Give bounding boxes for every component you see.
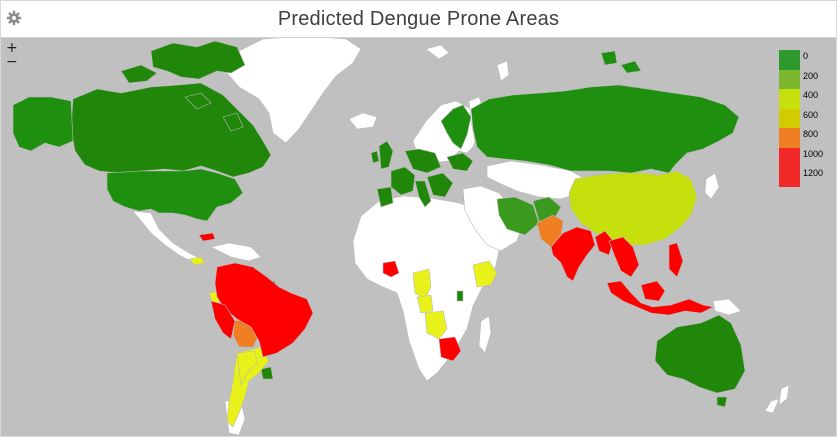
region-australia xyxy=(654,314,746,394)
zoom-in-button[interactable]: + xyxy=(6,40,18,56)
region-west-africa-red xyxy=(382,260,400,278)
map-canvas[interactable] xyxy=(1,38,836,436)
region-novaya-zemlya xyxy=(496,60,510,82)
region-honduras xyxy=(188,256,206,266)
region-bangladesh-myanmar xyxy=(594,230,614,256)
region-uk xyxy=(378,140,394,170)
legend-item: 1200 xyxy=(779,167,833,187)
region-south-america-north xyxy=(214,262,314,358)
region-new-zealand xyxy=(764,384,790,414)
region-italy xyxy=(414,180,432,208)
region-iberia-west xyxy=(376,186,394,208)
legend-swatch xyxy=(779,69,800,89)
region-peru xyxy=(210,300,236,340)
legend-label: 200 xyxy=(803,70,819,81)
region-russia xyxy=(470,84,740,174)
region-congo-yellow xyxy=(416,294,434,314)
region-middle-east xyxy=(462,185,524,252)
region-canada-islands xyxy=(120,64,244,132)
region-angola xyxy=(424,310,448,340)
region-borneo xyxy=(640,280,666,302)
region-iceland xyxy=(348,112,378,130)
legend-swatch xyxy=(779,50,800,70)
legend-item: 400 xyxy=(779,89,833,109)
region-canada-arctic xyxy=(150,40,246,80)
legend-swatch xyxy=(779,167,800,187)
region-tasmania xyxy=(716,396,728,408)
legend-label: 0 xyxy=(803,51,809,61)
page-title: Predicted Dengue Prone Areas xyxy=(277,8,560,30)
region-argentina xyxy=(236,350,258,386)
region-cuba xyxy=(198,232,216,242)
legend-item: 600 xyxy=(779,108,833,128)
region-alaska xyxy=(12,96,74,152)
zoom-out-button[interactable]: − xyxy=(6,54,18,70)
region-baltic xyxy=(446,152,474,172)
region-se-asia xyxy=(608,236,640,278)
region-madagascar xyxy=(478,315,492,354)
region-botswana xyxy=(438,336,462,362)
region-paraguay-arg-north xyxy=(226,346,270,428)
region-canada xyxy=(70,82,272,178)
region-png xyxy=(712,298,742,316)
region-china xyxy=(568,170,698,246)
region-ireland xyxy=(370,150,380,164)
legend-label: 800 xyxy=(803,129,819,139)
legend-item: 1000 xyxy=(779,147,833,167)
region-france xyxy=(390,166,416,196)
legend-swatch xyxy=(779,128,800,148)
region-malaysia-indonesia xyxy=(606,280,714,316)
gear-icon[interactable] xyxy=(6,10,22,26)
legend-item: 0 xyxy=(779,50,833,70)
legend-swatch xyxy=(779,89,800,109)
region-iran xyxy=(496,196,540,236)
region-scandinavia xyxy=(440,104,472,150)
region-svalbard xyxy=(425,44,450,60)
legend-swatch xyxy=(779,147,800,167)
legend-item: 200 xyxy=(779,69,833,89)
world-map[interactable]: + − 0 200 400 600 800 xyxy=(1,38,836,436)
region-uruguay xyxy=(260,366,274,380)
region-india xyxy=(550,226,596,282)
region-africa-small-green xyxy=(456,290,464,302)
legend-label: 600 xyxy=(803,109,819,120)
legend-item: 800 xyxy=(779,128,833,148)
region-afghanistan xyxy=(532,196,562,222)
region-usa xyxy=(106,168,244,222)
region-balkans xyxy=(426,172,454,198)
region-caribbean-north-south-am xyxy=(210,242,262,262)
legend: 0 200 400 600 800 1000 xyxy=(779,50,833,187)
header-bar: Predicted Dengue Prone Areas xyxy=(1,1,836,38)
region-greenland xyxy=(222,38,362,144)
legend-label: 1200 xyxy=(803,168,824,178)
region-ethiopia xyxy=(472,260,498,288)
legend-swatch xyxy=(779,108,800,128)
legend-label: 400 xyxy=(803,90,819,100)
region-japan-north xyxy=(704,172,720,200)
region-philippines xyxy=(668,242,684,278)
region-germany-poland xyxy=(404,148,442,174)
region-west-africa-yellow xyxy=(412,268,432,300)
region-russia-north xyxy=(600,50,642,74)
legend-label: 1000 xyxy=(803,148,824,159)
region-central-america-mexico xyxy=(132,210,202,264)
